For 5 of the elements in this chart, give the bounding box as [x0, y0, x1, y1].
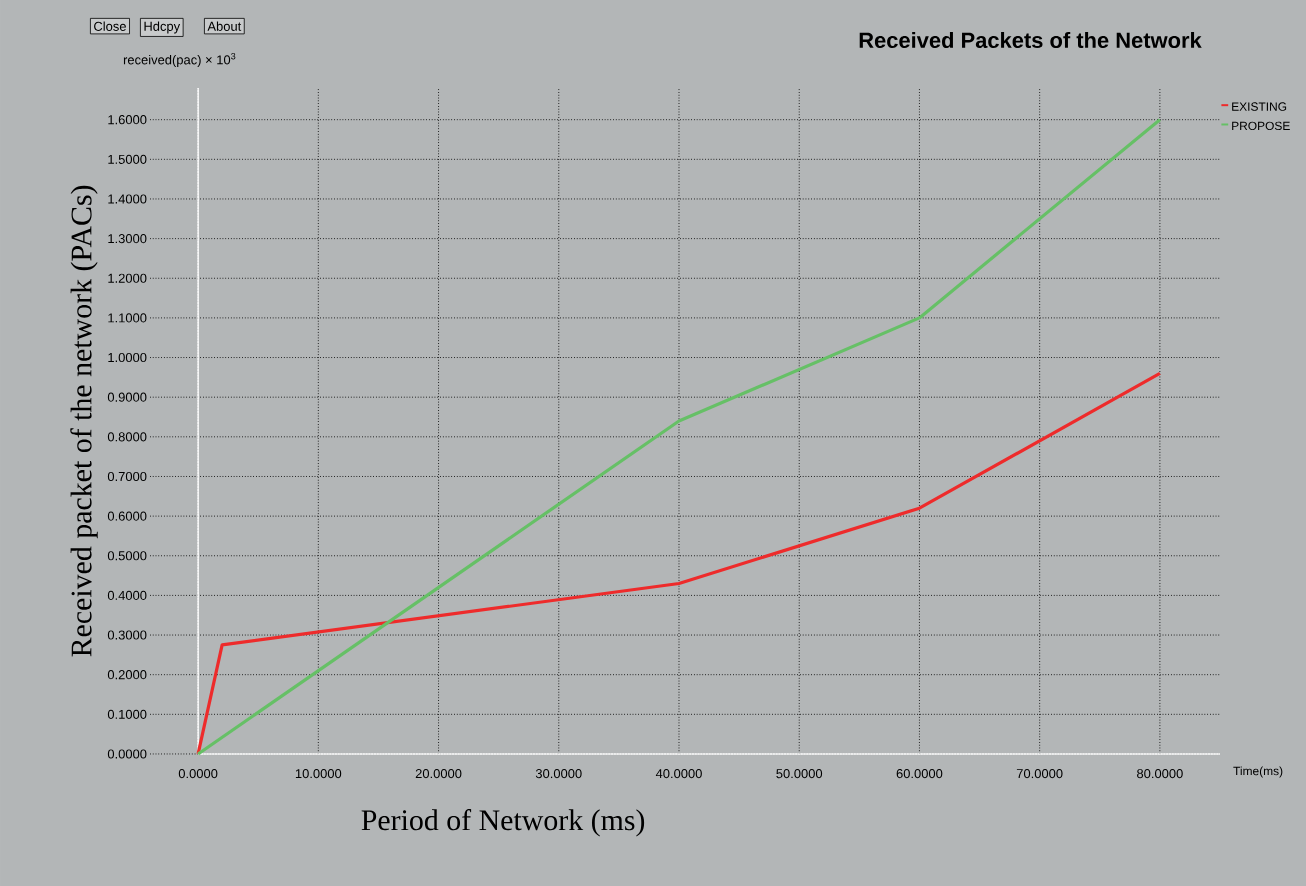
line-series	[196, 118, 1162, 756]
y-axis-title: Received packet of the network (PACs)	[70, 185, 98, 657]
line-series	[196, 371, 1162, 756]
chart-title: Received Packets of the Network	[859, 31, 1202, 49]
x-axis-title: Period of Network (ms)	[361, 809, 645, 837]
